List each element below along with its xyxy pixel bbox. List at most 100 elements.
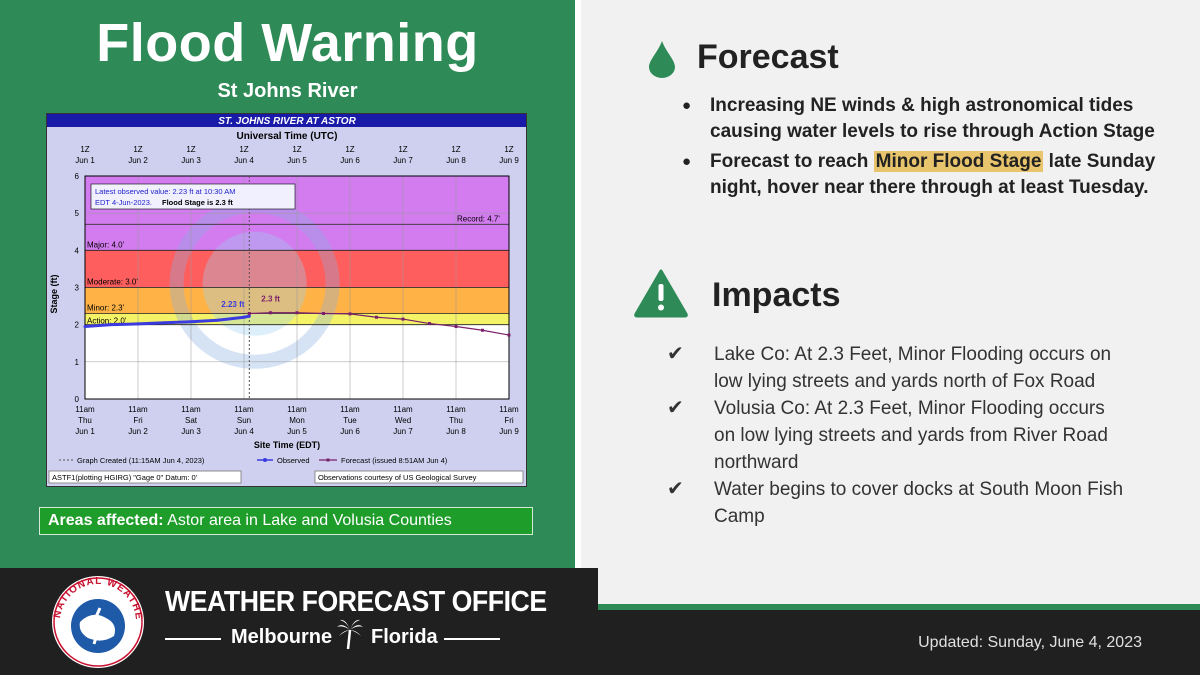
observed-point xyxy=(242,315,246,319)
forecast-bullet-2-post: late Sunday night, hover near there thro… xyxy=(710,151,1156,198)
site-tick-time: 11am xyxy=(181,405,201,414)
office-state: Florida xyxy=(371,626,438,648)
site-tick-date: Jun 6 xyxy=(340,427,360,436)
utc-tick-date: Jun 3 xyxy=(181,156,201,165)
site-tick-time: 11am xyxy=(287,405,307,414)
observed-point xyxy=(110,323,113,327)
site-tick-time: 11am xyxy=(446,405,466,414)
forecast-point xyxy=(428,322,431,326)
observed-point xyxy=(163,321,166,325)
site-tick-weekday: Sat xyxy=(185,416,198,425)
areas-affected: Areas affected: Astor area in Lake and V… xyxy=(39,507,533,535)
left-panel: Flood Warning St Johns River ST. JOHNS R… xyxy=(0,0,581,568)
impact-text: Lake Co: At 2.3 Feet, Minor Flooding occ… xyxy=(714,344,1112,392)
utc-tick-date: Jun 6 xyxy=(340,156,360,165)
plot-area: Record: 4.7' Major: 4.0' Moderate: 3.0' Min… xyxy=(83,175,511,400)
impact-item: ✔ Volusia Co: At 2.3 Feet, Minor Flooding… xyxy=(667,395,1127,476)
site-tick-weekday: Fri xyxy=(504,416,514,425)
forecast-bullet-2-pre: Forecast to reach xyxy=(710,151,874,172)
y-axis-ticks: 0 1 2 3 4 5 6 xyxy=(75,172,80,404)
utc-tick-date: Jun 8 xyxy=(446,156,466,165)
utc-axis-label: Universal Time (UTC) xyxy=(237,131,338,142)
forecast-point xyxy=(507,333,511,337)
forecast-point xyxy=(454,325,458,329)
minor-label: Minor: 2.3' xyxy=(87,304,125,313)
legend-forecast: Forecast (issued 8:51AM Jun 4) xyxy=(341,456,448,465)
forecast-point xyxy=(295,311,299,315)
utc-tick-time: 1Z xyxy=(504,145,513,154)
areas-affected-text: Astor area in Lake and Volusia Counties xyxy=(167,512,452,529)
impact-item: ✔ Water begins to cover docks at South Mo… xyxy=(667,476,1127,530)
site-tick-weekday: Fri xyxy=(133,416,143,425)
site-ticks: 11am Thu Jun 1 11am Fri Jun 2 11am Sat Jun 3 11am… xyxy=(75,405,519,436)
site-tick-time: 11am xyxy=(234,405,254,414)
forecast-point xyxy=(269,311,272,315)
observed-point xyxy=(136,322,140,326)
utc-tick-time: 1Z xyxy=(80,145,89,154)
utc-tick-time: 1Z xyxy=(451,145,460,154)
page-title: Flood Warning xyxy=(96,13,479,73)
office-location: Melbourne Florida xyxy=(165,619,500,654)
hydrograph-chart: ST. JOHNS RIVER AT ASTOR Universal Time … xyxy=(46,113,527,487)
record-label: Record: 4.7' xyxy=(457,214,500,223)
observed-point xyxy=(247,314,251,318)
impacts-heading: Impacts xyxy=(712,276,841,314)
hydrograph-title: ST. JOHNS RIVER AT ASTOR xyxy=(218,116,356,127)
utc-tick-time: 1Z xyxy=(398,145,407,154)
updated-timestamp: Updated: Sunday, June 4, 2023 xyxy=(918,634,1142,651)
y-tick-label: 3 xyxy=(75,284,80,293)
site-tick-date: Jun 7 xyxy=(393,427,413,436)
y-tick-label: 1 xyxy=(75,358,80,367)
utc-tick-date: Jun 1 xyxy=(75,156,95,165)
moderate-label: Moderate: 3.0' xyxy=(87,278,138,287)
forecast-value-label: 2.3 ft xyxy=(261,295,280,304)
check-icon: ✔ xyxy=(667,478,684,500)
forecast-heading: Forecast xyxy=(697,38,839,76)
y-axis-label: Stage (ft) xyxy=(49,275,59,314)
site-tick-date: Jun 9 xyxy=(499,427,519,436)
site-tick-date: Jun 4 xyxy=(234,427,254,436)
utc-tick-date: Jun 2 xyxy=(128,156,148,165)
forecast-point xyxy=(401,317,405,321)
divider-left xyxy=(165,638,221,640)
water-drop-icon xyxy=(649,41,675,78)
utc-tick-date: Jun 5 xyxy=(287,156,307,165)
site-tick-weekday: Sun xyxy=(237,416,251,425)
flood-stage-text: Flood Stage is 2.3 ft xyxy=(162,198,233,207)
forecast-point xyxy=(348,312,352,316)
palm-tree-icon xyxy=(337,619,363,650)
office-city: Melbourne xyxy=(231,626,333,648)
forecast-point xyxy=(375,315,378,319)
y-tick-label: 0 xyxy=(75,395,80,404)
utc-tick-time: 1Z xyxy=(186,145,195,154)
impact-text: Water begins to cover docks at South Moo… xyxy=(714,479,1124,527)
site-tick-time: 11am xyxy=(340,405,360,414)
minor-flood-stage-highlight: Minor Flood Stage xyxy=(873,151,1044,172)
latest-value-box xyxy=(90,183,296,210)
legend-observed: Observed xyxy=(277,456,310,465)
nws-logo: NATIONAL WEATHER SERVICE xyxy=(48,574,144,668)
site-tick-weekday: Wed xyxy=(395,416,411,425)
observed-point xyxy=(189,320,193,324)
site-tick-weekday: Thu xyxy=(78,416,92,425)
green-stripe xyxy=(598,604,1200,610)
legend-created: Graph Created (11:15AM Jun 4, 2023) xyxy=(77,456,205,465)
site-tick-date: Jun 5 xyxy=(287,427,307,436)
utc-tick-date: Jun 7 xyxy=(393,156,413,165)
utc-tick-time: 1Z xyxy=(292,145,301,154)
impact-item: ✔ Lake Co: At 2.3 Feet, Minor Flooding oc… xyxy=(667,341,1127,395)
observed-point xyxy=(83,325,87,329)
site-tick-time: 11am xyxy=(499,405,519,414)
forecast-point xyxy=(481,328,484,332)
utc-tick-time: 1Z xyxy=(345,145,354,154)
impact-text: Volusia Co: At 2.3 Feet, Minor Flooding … xyxy=(714,398,1108,473)
observed-line xyxy=(84,314,250,329)
y-tick-label: 4 xyxy=(75,246,80,255)
impacts-list: ✔ Lake Co: At 2.3 Feet, Minor Flooding oc… xyxy=(667,341,1127,530)
y-tick-label: 6 xyxy=(75,172,80,181)
utc-tick-time: 1Z xyxy=(239,145,248,154)
utc-ticks: 1Z Jun 1 1Z Jun 2 1Z Jun 3 1Z Jun 4 1Z Jun 5 1Z Jun… xyxy=(75,145,519,165)
forecast-bullet-1: Increasing NE winds & high astronomical … xyxy=(682,93,1162,145)
utc-tick-date: Jun 4 xyxy=(234,156,254,165)
datum-note: ASTF1(plotting HGIRG) "Gage 0" Datum: 0' xyxy=(52,473,198,482)
